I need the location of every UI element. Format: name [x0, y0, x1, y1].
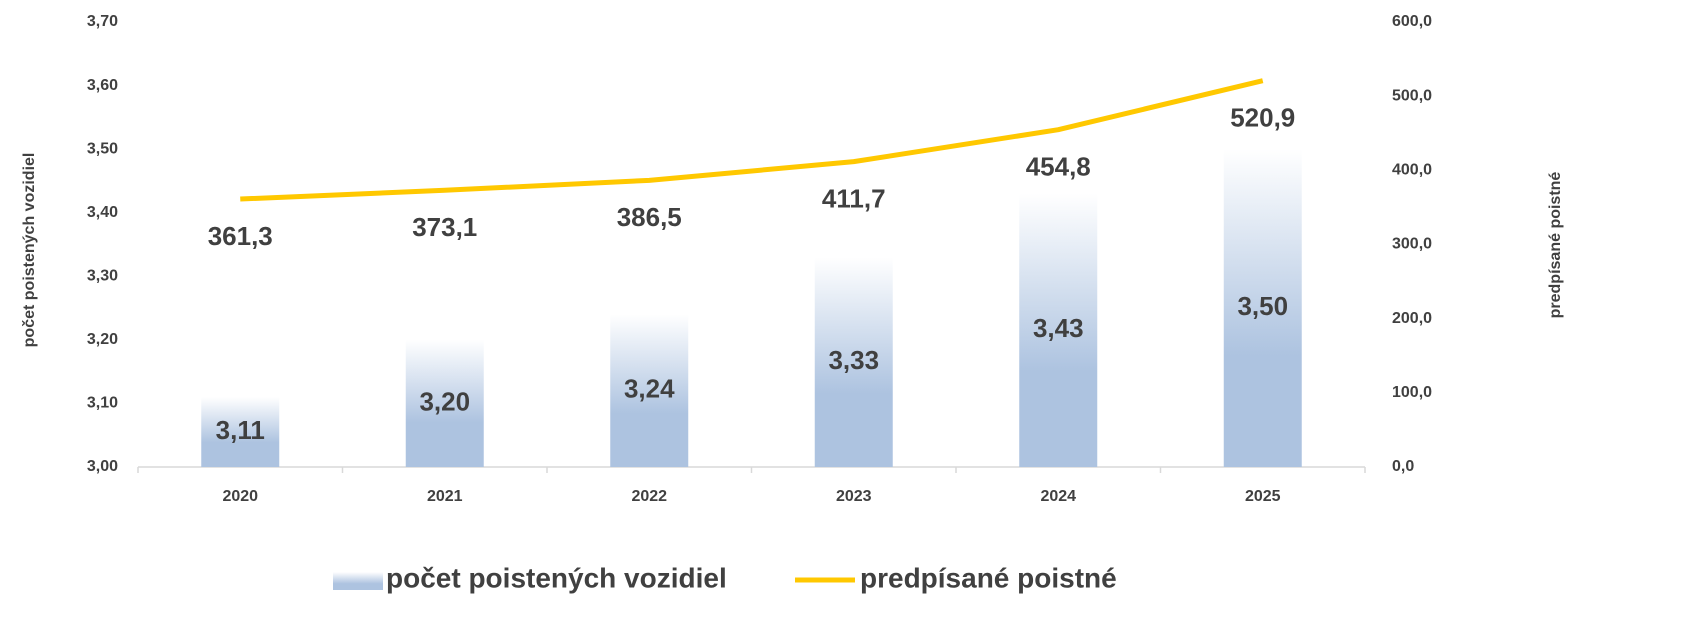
bar-value-label: 3,24 [624, 374, 675, 404]
bar-value-label: 3,43 [1033, 313, 1084, 343]
legend-label: počet poistených vozidiel [386, 562, 727, 593]
x-tick-label: 2024 [1040, 488, 1076, 505]
x-tick-label: 2021 [427, 488, 463, 505]
y-tick-label: 3,10 [87, 395, 118, 412]
y-axis-title: počet poistených vozidiel [21, 153, 38, 348]
y2-tick-label: 600,0 [1392, 13, 1432, 30]
bar [405, 339, 484, 467]
x-tick-label: 2023 [836, 488, 872, 505]
y-tick-label: 3,50 [87, 140, 118, 157]
line-value-label: 386,5 [617, 202, 682, 232]
y2-tick-label: 300,0 [1392, 236, 1432, 253]
legend-swatch [333, 572, 383, 590]
x-tick-label: 2025 [1245, 488, 1281, 505]
y-tick-label: 3,40 [87, 204, 118, 221]
line-value-label: 520,9 [1230, 103, 1295, 133]
line-value-label: 411,7 [822, 184, 886, 214]
y-tick-label: 3,00 [87, 458, 118, 475]
line-value-label: 454,8 [1026, 152, 1091, 182]
line-value-label: 361,3 [208, 221, 273, 251]
y-tick-label: 3,20 [87, 331, 118, 348]
legend-label: predpísané poistné [860, 562, 1117, 593]
y2-tick-label: 100,0 [1392, 384, 1432, 401]
x-tick-label: 2022 [631, 488, 667, 505]
y2-axis-title: predpísané poistné [1547, 172, 1564, 319]
bar [201, 397, 280, 467]
x-tick-label: 2020 [222, 488, 258, 505]
bar [1223, 149, 1302, 467]
bar [610, 314, 689, 467]
y2-tick-label: 200,0 [1392, 310, 1432, 327]
y-tick-label: 3,30 [87, 268, 118, 285]
bar-value-label: 3,33 [828, 345, 879, 375]
bar-value-label: 3,20 [419, 386, 470, 416]
line-value-label: 373,1 [412, 212, 477, 242]
line [240, 78, 1264, 202]
y-tick-label: 3,70 [87, 13, 118, 30]
y-tick-label: 3,60 [87, 77, 118, 94]
y2-tick-label: 500,0 [1392, 87, 1432, 104]
y2-tick-label: 400,0 [1392, 162, 1432, 179]
y2-tick-label: 0,0 [1392, 458, 1414, 475]
bar-value-label: 3,50 [1237, 291, 1288, 321]
bar [814, 257, 893, 467]
bar-value-label: 3,11 [216, 415, 265, 445]
bar [1019, 193, 1098, 467]
